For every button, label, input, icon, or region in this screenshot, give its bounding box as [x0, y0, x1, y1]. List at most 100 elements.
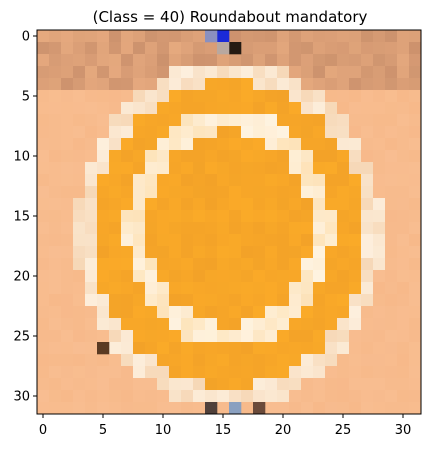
pixel	[337, 126, 350, 139]
pixel	[385, 306, 398, 319]
pixel	[313, 294, 326, 307]
pixel	[241, 210, 254, 223]
pixel	[337, 402, 350, 415]
pixel	[325, 282, 338, 295]
y-tick-label: 20	[13, 270, 30, 285]
y-axis: 0 5 10 15 20 25 30	[13, 30, 37, 405]
pixel	[265, 222, 278, 235]
x-tick-label: 25	[335, 423, 352, 438]
pixel	[229, 138, 242, 151]
pixel	[349, 306, 362, 319]
pixel	[193, 42, 206, 55]
pixel	[121, 306, 134, 319]
pixel	[121, 30, 134, 43]
pixel	[361, 306, 374, 319]
pixel	[157, 390, 170, 403]
pixel	[133, 66, 146, 79]
pixel	[205, 390, 218, 403]
pixel	[373, 174, 386, 187]
pixel	[301, 258, 314, 271]
pixel	[253, 174, 266, 187]
pixel	[49, 66, 62, 79]
pixel	[61, 246, 74, 259]
pixel	[133, 282, 146, 295]
pixel	[61, 198, 74, 211]
pixel	[361, 54, 374, 67]
pixel	[193, 126, 206, 139]
pixel	[337, 90, 350, 103]
pixel	[241, 282, 254, 295]
pixel	[73, 246, 86, 259]
pixel	[169, 114, 182, 127]
pixel	[277, 402, 290, 415]
pixel	[181, 210, 194, 223]
pixel	[97, 30, 110, 43]
pixel	[61, 234, 74, 247]
pixel	[253, 186, 266, 199]
pixel	[397, 126, 410, 139]
pixel	[313, 102, 326, 115]
pixel	[277, 150, 290, 163]
pixel	[325, 402, 338, 415]
pixel	[73, 210, 86, 223]
pixel	[145, 246, 158, 259]
pixel	[385, 354, 398, 367]
pixel	[49, 354, 62, 367]
pixel	[145, 30, 158, 43]
pixel	[277, 366, 290, 379]
pixel	[121, 330, 134, 343]
pixel	[313, 222, 326, 235]
pixel	[313, 150, 326, 163]
pixel	[241, 306, 254, 319]
pixel	[217, 246, 230, 259]
pixel	[361, 378, 374, 391]
pixel	[409, 378, 422, 391]
pixel	[409, 402, 422, 415]
pixel	[205, 234, 218, 247]
pixel	[193, 210, 206, 223]
pixel	[157, 330, 170, 343]
pixel	[409, 78, 422, 91]
pixel	[61, 402, 74, 415]
pixel	[229, 126, 242, 139]
pixel	[109, 42, 122, 55]
pixel	[253, 150, 266, 163]
pixel	[193, 246, 206, 259]
pixel	[301, 306, 314, 319]
pixel	[145, 66, 158, 79]
pixel	[97, 78, 110, 91]
pixel	[37, 318, 50, 331]
pixel	[49, 294, 62, 307]
pixel	[325, 210, 338, 223]
pixel	[397, 222, 410, 235]
pixel	[121, 402, 134, 415]
pixel	[373, 102, 386, 115]
pixel	[229, 306, 242, 319]
pixel	[193, 174, 206, 187]
pixel	[241, 138, 254, 151]
pixel	[385, 138, 398, 151]
pixel	[61, 282, 74, 295]
pixel	[169, 186, 182, 199]
pixel	[85, 126, 98, 139]
pixel	[313, 162, 326, 175]
pixel	[337, 282, 350, 295]
pixel	[277, 138, 290, 151]
pixel	[181, 342, 194, 355]
pixel	[217, 366, 230, 379]
pixel	[361, 198, 374, 211]
pixel	[73, 294, 86, 307]
pixel	[73, 126, 86, 139]
pixel	[409, 354, 422, 367]
pixel	[109, 102, 122, 115]
pixel	[265, 390, 278, 403]
pixel	[193, 282, 206, 295]
pixel	[349, 222, 362, 235]
pixel	[73, 198, 86, 211]
pixel	[193, 30, 206, 43]
pixel	[169, 78, 182, 91]
pixel	[49, 306, 62, 319]
pixel	[205, 366, 218, 379]
pixel	[109, 246, 122, 259]
pixel	[49, 42, 62, 55]
